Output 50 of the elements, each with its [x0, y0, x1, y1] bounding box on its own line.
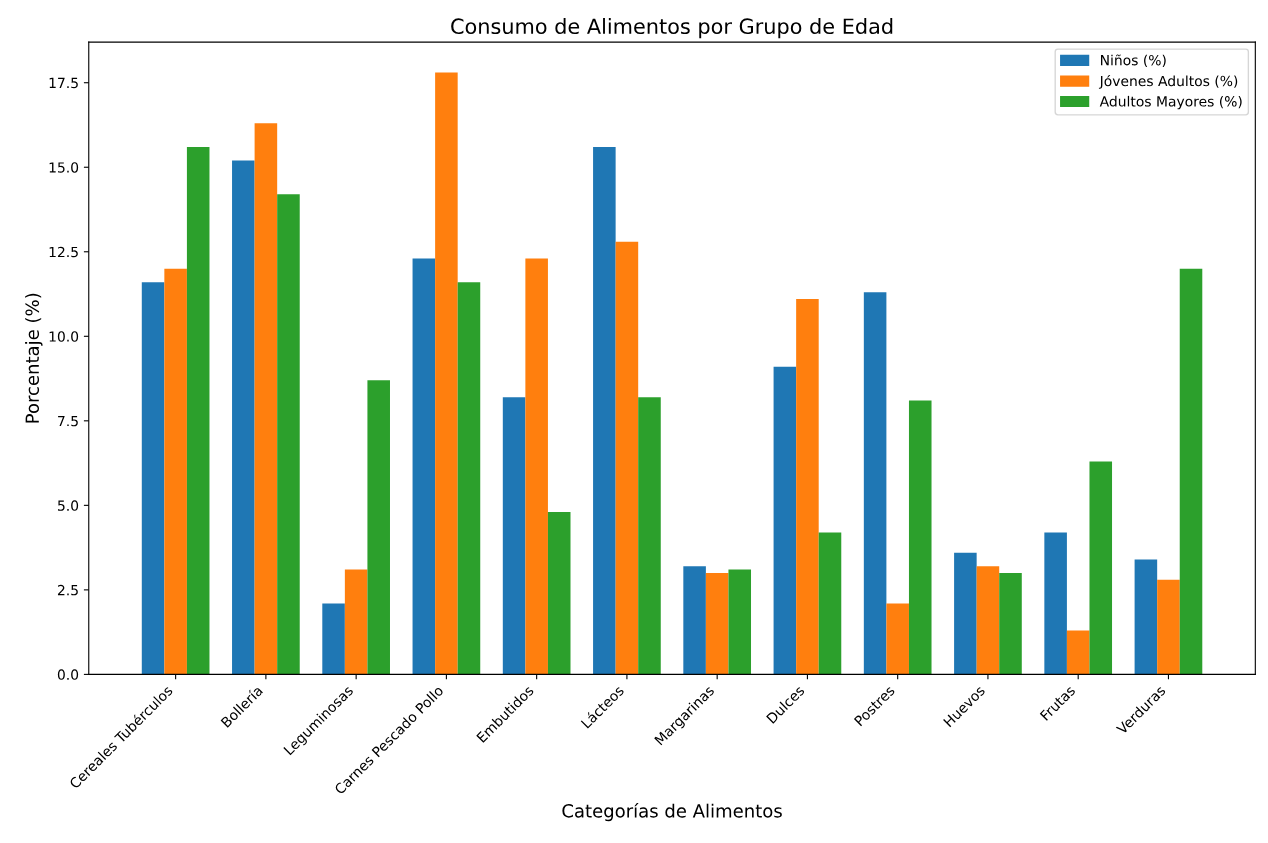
bar [412, 258, 436, 675]
y-tick-label: 7.5 [58, 415, 78, 427]
bar [773, 366, 797, 675]
bar [728, 569, 752, 675]
y-axis-title: Porcentaje (%) [25, 293, 43, 423]
y-tick-label: 2.5 [57, 584, 78, 596]
legend-label: Niños (%) [1101, 54, 1166, 68]
bar [1089, 461, 1113, 675]
y-tick-label: 12.5 [49, 246, 78, 258]
bar [908, 400, 932, 675]
bar [322, 603, 345, 675]
bar [638, 397, 661, 675]
bar [502, 397, 526, 675]
bar [999, 572, 1022, 675]
bar [1157, 579, 1180, 675]
bar [435, 72, 458, 675]
bar [525, 258, 548, 675]
x-axis-title: Categorías de Alimentos [562, 802, 782, 822]
y-tick-label: 10.0 [49, 331, 79, 342]
bar [615, 241, 639, 675]
bar [164, 268, 187, 675]
bar [141, 282, 165, 675]
y-tick-label: 17.5 [49, 77, 78, 89]
bar [457, 282, 481, 675]
bar [1066, 630, 1090, 675]
bar [277, 194, 300, 675]
bar [344, 569, 368, 675]
bar [796, 299, 819, 675]
y-tick-label: 0.0 [57, 669, 79, 680]
bar [232, 160, 255, 675]
chart-title: Consumo de Alimentos por Grupo de Edad [451, 17, 893, 39]
bar [593, 146, 616, 675]
bar [1044, 532, 1067, 675]
bar [886, 603, 909, 675]
bar [954, 552, 977, 675]
legend-label: Adultos Mayores (%) [1099, 95, 1242, 110]
bar [976, 566, 1000, 675]
legend-label: Jóvenes Adultos (%) [1098, 74, 1238, 89]
bar [863, 292, 887, 675]
y-tick-label: 5.0 [58, 500, 79, 511]
bar [254, 123, 278, 675]
bar [1179, 268, 1203, 675]
bar [705, 572, 729, 675]
bar [186, 146, 210, 675]
bar [367, 380, 390, 675]
y-tick-label: 15.0 [49, 162, 79, 173]
bar [818, 532, 842, 675]
bar [683, 566, 706, 675]
bar [547, 512, 571, 675]
bar [1134, 559, 1158, 675]
